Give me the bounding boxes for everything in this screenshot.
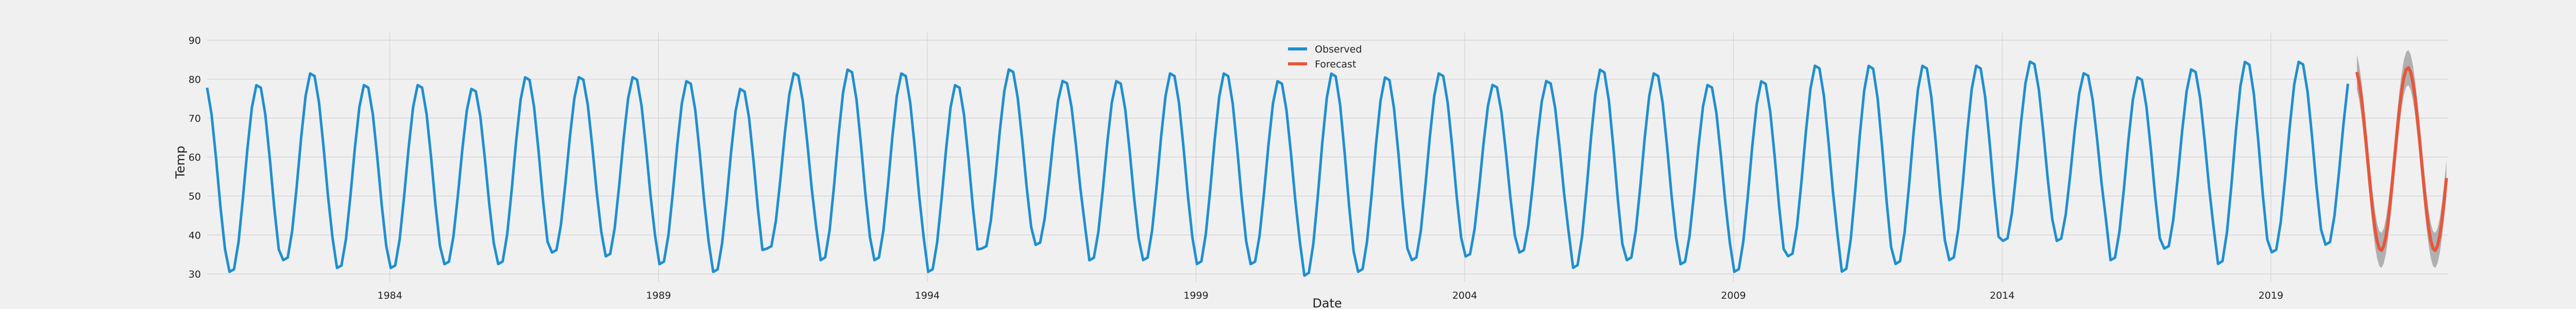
y-tick-label: 80 bbox=[189, 74, 201, 85]
observed-line bbox=[206, 60, 2349, 277]
tick-labels: 30 40 50 60 70 80 90 1984 1989 1994 1999 2004 2009 20… bbox=[189, 35, 2283, 301]
x-tick-label: 1989 bbox=[646, 290, 671, 301]
x-tick-label: 1999 bbox=[1183, 290, 1208, 301]
x-tick-label: 2014 bbox=[1990, 290, 2014, 301]
x-tick-label: 2019 bbox=[2259, 290, 2283, 301]
y-tick-label: 30 bbox=[189, 269, 201, 280]
y-tick-label: 50 bbox=[189, 191, 201, 202]
x-tick-label: 2004 bbox=[1452, 290, 1477, 301]
y-tick-label: 70 bbox=[189, 113, 201, 124]
x-tick-label: 2009 bbox=[1721, 290, 1745, 301]
legend: Observed Forecast bbox=[1288, 44, 1362, 70]
legend-label-observed: Observed bbox=[1315, 44, 1362, 55]
x-tick-label: 1984 bbox=[377, 290, 402, 301]
y-tick-label: 40 bbox=[189, 230, 201, 241]
forecast-line bbox=[2355, 66, 2448, 252]
y-tick-label: 90 bbox=[189, 35, 201, 46]
x-axis-title: Date bbox=[1312, 296, 1342, 309]
y-axis-title: Temp bbox=[173, 146, 188, 179]
y-tick-label: 60 bbox=[189, 152, 201, 163]
series-lines bbox=[206, 60, 2448, 277]
x-tick-label: 1994 bbox=[915, 290, 940, 301]
legend-label-forecast: Forecast bbox=[1315, 59, 1356, 70]
